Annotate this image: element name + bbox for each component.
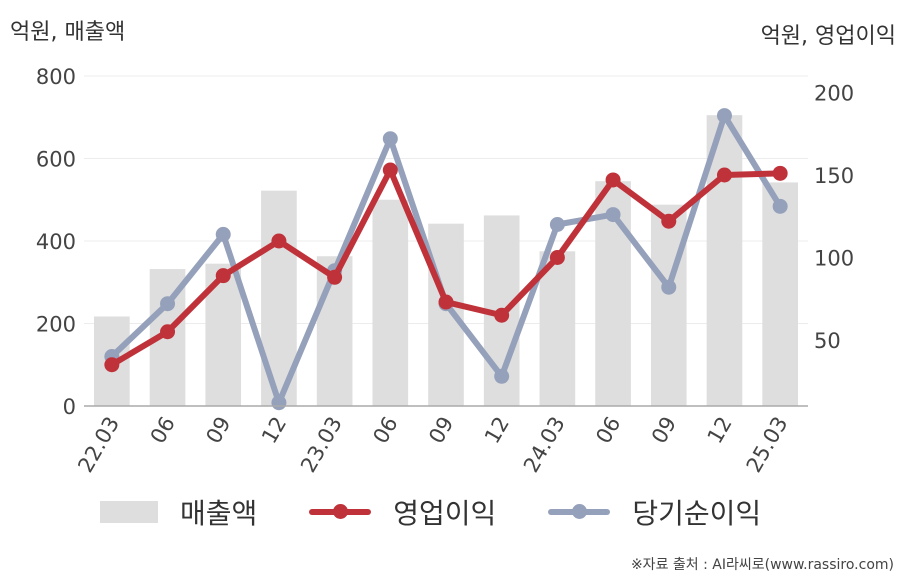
right-tick-label: 50 [814, 329, 841, 353]
right-tick-label: 200 [814, 82, 854, 106]
x-tick-label: 25.03 [742, 413, 793, 477]
legend-swatch-operating-profit [309, 500, 372, 524]
x-tick-label: 22.03 [73, 413, 124, 477]
left-tick-label: 400 [36, 230, 76, 254]
legend-label-operating-profit: 영업이익 [393, 497, 497, 530]
x-tick-label: 09 [424, 413, 458, 448]
point-operating-profit [494, 307, 510, 323]
point-net-income [549, 217, 565, 232]
x-tick-label: 06 [591, 413, 625, 448]
point-operating-profit [438, 294, 454, 310]
point-operating-profit [104, 357, 120, 373]
point-operating-profit [716, 167, 732, 183]
point-net-income [271, 395, 287, 411]
bar-revenue [706, 115, 743, 406]
point-operating-profit [215, 268, 231, 284]
x-tick-label: 12 [703, 413, 737, 448]
legend-swatch-revenue [100, 501, 158, 523]
x-tick-label: 23.03 [296, 413, 347, 477]
left-tick-label: 200 [36, 313, 76, 337]
point-net-income [382, 131, 398, 147]
bar-revenue [539, 251, 576, 406]
left-tick-label: 0 [63, 395, 76, 419]
source-note: ※자료 출처 : AI라씨로(www.rassiro.com) [630, 557, 894, 573]
bar-series-revenue [94, 115, 798, 406]
legend-item-operating-profit: 영업이익 [309, 492, 496, 532]
x-tick-label: 12 [257, 413, 291, 448]
left-tick-label: 800 [36, 65, 76, 89]
point-operating-profit [160, 324, 176, 340]
point-net-income [772, 198, 788, 214]
line-series [104, 108, 788, 411]
bar-revenue [372, 199, 409, 406]
point-net-income [661, 279, 677, 295]
point-net-income [605, 207, 621, 223]
point-operating-profit [661, 213, 677, 229]
legend-item-net-income: 당기순이익 [548, 492, 761, 532]
right-tick-label: 150 [814, 164, 854, 188]
right-tick-label: 100 [814, 247, 854, 271]
x-tick-label: 06 [368, 413, 402, 448]
x-tick-label: 09 [647, 413, 681, 448]
legend-label-revenue: 매출액 [180, 497, 258, 530]
left-axis-unit: 억원, 매출액 [10, 20, 126, 45]
bar-revenue [428, 223, 464, 406]
legend-swatch-net-income [548, 500, 611, 524]
right-axis-unit: 억원, 영업이익 [760, 24, 896, 49]
point-operating-profit [605, 172, 621, 188]
legend-label-net-income: 당기순이익 [632, 497, 762, 530]
bar-revenue [762, 182, 798, 406]
x-tick-label: 09 [201, 413, 235, 448]
point-net-income [716, 108, 732, 124]
legend-item-revenue: 매출액 [100, 492, 257, 532]
point-operating-profit [549, 250, 565, 265]
x-tick-label: 06 [146, 413, 180, 448]
point-operating-profit [271, 233, 287, 249]
point-net-income [160, 296, 176, 312]
point-operating-profit [772, 165, 788, 181]
left-tick-label: 600 [36, 148, 76, 172]
x-tick-label: 12 [480, 413, 514, 448]
x-tick-label: 24.03 [519, 413, 570, 477]
legend: 매출액 영업이익 당기순이익 [100, 492, 813, 532]
point-operating-profit [327, 269, 343, 285]
bar-revenue [650, 204, 687, 406]
point-net-income [494, 368, 510, 384]
point-net-income [215, 226, 231, 242]
point-operating-profit [382, 162, 398, 178]
